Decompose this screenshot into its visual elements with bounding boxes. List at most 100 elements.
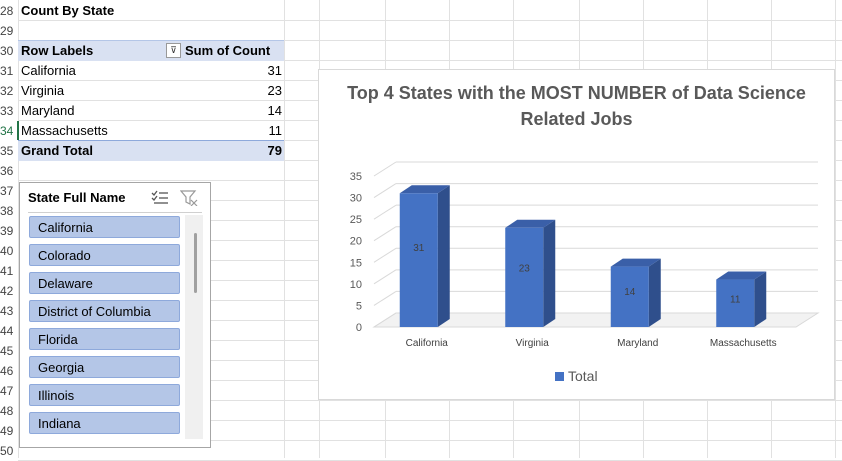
slicer-item[interactable]: Georgia: [29, 356, 180, 378]
bar-data-label: 23: [519, 263, 531, 274]
row-number[interactable]: 35: [0, 144, 14, 158]
gridline-depth: [373, 226, 397, 242]
bar: [610, 266, 649, 327]
chart-plot: 0 5 10 15 20 25 30 35 31 California 23 Virginia 14 Ma…: [350, 161, 820, 384]
bar-top: [716, 271, 767, 280]
row-number[interactable]: 37: [0, 184, 14, 198]
y-tick-label: 10: [350, 279, 362, 291]
row-number[interactable]: 36: [0, 164, 14, 178]
y-tick-label: 30: [350, 193, 362, 205]
bar-side: [437, 185, 450, 327]
chart-title: Top 4 States with the MOST NUMBER of Dat…: [347, 83, 806, 129]
y-tick-label: 25: [350, 214, 362, 226]
pivot-row-value[interactable]: 23: [267, 83, 282, 98]
bar-top: [399, 185, 450, 194]
state-slicer[interactable]: State Full Name California Colorado Delawa…: [19, 182, 211, 448]
row-number[interactable]: 46: [0, 364, 14, 378]
row-number[interactable]: 44: [0, 324, 14, 338]
pivot-row-label[interactable]: California: [21, 63, 76, 78]
row-number[interactable]: 38: [0, 204, 14, 218]
grid-row-line: [18, 400, 842, 401]
grid-column-line: [835, 0, 836, 458]
grid-column-line: [18, 0, 19, 458]
pivot-total-band: [18, 140, 284, 161]
bar-side: [648, 258, 661, 327]
gridline-depth: [373, 269, 397, 285]
slicer-item[interactable]: Florida: [29, 328, 180, 350]
y-tick-label: 35: [350, 171, 362, 183]
pivot-header-row-labels[interactable]: Row Labels: [21, 43, 94, 58]
grid-row-line: [18, 420, 842, 421]
gridline-depth: [373, 247, 397, 263]
grid-row-line: [18, 20, 842, 21]
pivot-row-value[interactable]: 11: [268, 123, 283, 138]
x-category-label: California: [406, 338, 449, 349]
gridline-depth: [373, 204, 397, 220]
slicer-item[interactable]: Indiana: [29, 412, 180, 434]
y-tick-label: 0: [356, 322, 362, 334]
pivot-header-sum[interactable]: Sum of Count: [185, 43, 271, 58]
slicer-scroll-thumb[interactable]: [194, 233, 197, 293]
grid-row-line: [18, 60, 842, 61]
clear-filter-icon[interactable]: [180, 190, 198, 206]
row-number[interactable]: 50: [0, 444, 14, 458]
pivot-row-label[interactable]: Maryland: [21, 103, 75, 118]
x-category-label: Massachusetts: [710, 338, 777, 349]
row-number[interactable]: 30: [0, 44, 14, 58]
bar-data-label: 11: [730, 295, 741, 306]
bar: [716, 279, 755, 327]
row-number[interactable]: 41: [0, 264, 14, 278]
row-number[interactable]: 48: [0, 404, 14, 418]
row-number[interactable]: 33: [0, 104, 14, 118]
slicer-item[interactable]: California: [29, 216, 180, 238]
y-tick-label: 20: [350, 236, 362, 248]
slicer-item[interactable]: Illinois: [29, 384, 180, 406]
row-number[interactable]: 32: [0, 84, 14, 98]
pivot-header-band: [18, 40, 284, 61]
row-number[interactable]: 39: [0, 224, 14, 238]
pivot-row-value[interactable]: 31: [267, 63, 282, 78]
row-number[interactable]: 47: [0, 384, 14, 398]
row-number[interactable]: 29: [0, 24, 14, 38]
bar-side: [754, 271, 767, 327]
slicer-header-rule: [28, 212, 202, 213]
x-category-label: Maryland: [617, 338, 658, 349]
gridline-depth: [373, 291, 397, 306]
grid-column-line: [284, 0, 285, 458]
row-number[interactable]: 45: [0, 344, 14, 358]
bar-chart[interactable]: Top 4 States with the MOST NUMBER of Dat…: [318, 69, 835, 400]
gridline-depth: [373, 312, 397, 328]
y-tick-label: 15: [350, 257, 362, 269]
slicer-scrollbar[interactable]: [185, 215, 203, 439]
slicer-item[interactable]: Colorado: [29, 244, 180, 266]
slicer-item[interactable]: District of Columbia: [29, 300, 180, 322]
row-number[interactable]: 49: [0, 424, 14, 438]
filter-dropdown-icon[interactable]: ⊽: [166, 43, 181, 58]
bar-side: [543, 219, 556, 327]
row-number[interactable]: 31: [0, 64, 14, 78]
gridline-depth: [373, 161, 397, 177]
pivot-row-value[interactable]: 14: [267, 103, 282, 118]
grid-row-line: [18, 40, 842, 41]
row-number[interactable]: 42: [0, 284, 14, 298]
bar: [505, 227, 544, 327]
slicer-item[interactable]: Delaware: [29, 272, 180, 294]
row-number[interactable]: 40: [0, 244, 14, 258]
pivot-grand-total-value[interactable]: 79: [267, 143, 282, 158]
row-number[interactable]: 34: [0, 124, 14, 138]
row-number[interactable]: 28: [0, 4, 14, 18]
legend-swatch: [555, 372, 564, 381]
pivot-grand-total-label[interactable]: Grand Total: [21, 143, 93, 158]
pivot-row-label[interactable]: Massachusetts: [21, 123, 108, 138]
gridline-depth: [373, 183, 397, 198]
bar-data-label: 14: [624, 287, 636, 298]
slicer-title: State Full Name: [28, 190, 126, 205]
multi-select-icon[interactable]: [151, 190, 169, 206]
grid-row-line: [18, 440, 842, 441]
bar-data-label: 31: [413, 243, 425, 254]
row-number[interactable]: 43: [0, 304, 14, 318]
pivot-row-label[interactable]: Virginia: [21, 83, 65, 98]
bar: [399, 193, 438, 327]
pivot-title[interactable]: Count By State: [21, 3, 115, 18]
y-tick-label: 5: [356, 300, 362, 312]
